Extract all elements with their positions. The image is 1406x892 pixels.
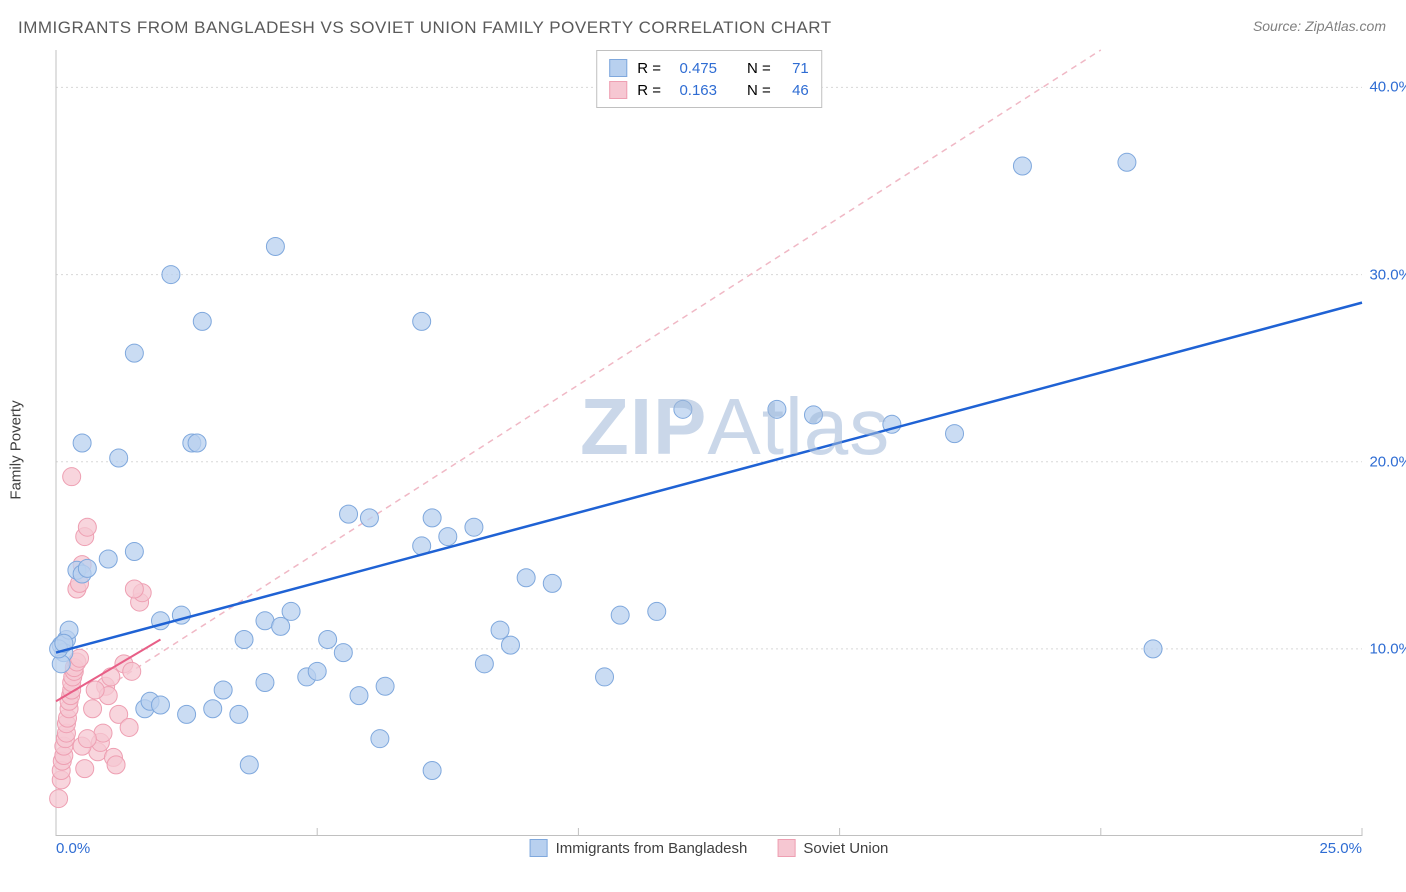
n-label: N = (747, 82, 771, 99)
x-tick-label: 25.0% (1319, 840, 1362, 857)
legend-item-bangladesh: Immigrants from Bangladesh (530, 839, 748, 857)
scatter-svg (56, 50, 1362, 836)
y-tick-label: 20.0% (1369, 453, 1406, 470)
source-label: Source: (1253, 18, 1301, 34)
r-label: R = (637, 82, 661, 99)
plot-area: ZIPAtlas R = 0.475 N = 71 R = 0.163 N = … (56, 50, 1362, 836)
y-axis-label: Family Poverty (8, 400, 25, 499)
r-value-soviet: 0.163 (671, 82, 717, 99)
n-label: N = (747, 60, 771, 77)
legend-row-bangladesh: R = 0.475 N = 71 (609, 57, 809, 79)
correlation-legend: R = 0.475 N = 71 R = 0.163 N = 46 (596, 50, 822, 108)
swatch-bangladesh-icon (530, 839, 548, 857)
y-tick-label: 10.0% (1369, 640, 1406, 657)
legend-row-soviet: R = 0.163 N = 46 (609, 79, 809, 101)
legend-item-soviet: Soviet Union (777, 839, 888, 857)
swatch-soviet-icon (777, 839, 795, 857)
chart-container: Family Poverty ZIPAtlas R = 0.475 N = 71… (44, 50, 1384, 850)
y-tick-label: 30.0% (1369, 266, 1406, 283)
r-label: R = (637, 60, 661, 77)
chart-title: IMMIGRANTS FROM BANGLADESH VS SOVIET UNI… (18, 18, 832, 38)
r-value-bangladesh: 0.475 (671, 60, 717, 77)
n-value-soviet: 46 (781, 82, 809, 99)
legend-label-soviet: Soviet Union (803, 840, 888, 857)
swatch-bangladesh (609, 59, 627, 77)
x-tick-label: 0.0% (56, 840, 90, 857)
n-value-bangladesh: 71 (781, 60, 809, 77)
y-tick-label: 40.0% (1369, 79, 1406, 96)
swatch-soviet (609, 81, 627, 99)
source-attribution: Source: ZipAtlas.com (1253, 18, 1386, 34)
series-legend: Immigrants from Bangladesh Soviet Union (530, 839, 889, 857)
legend-label-bangladesh: Immigrants from Bangladesh (556, 840, 748, 857)
source-value: ZipAtlas.com (1305, 18, 1386, 34)
